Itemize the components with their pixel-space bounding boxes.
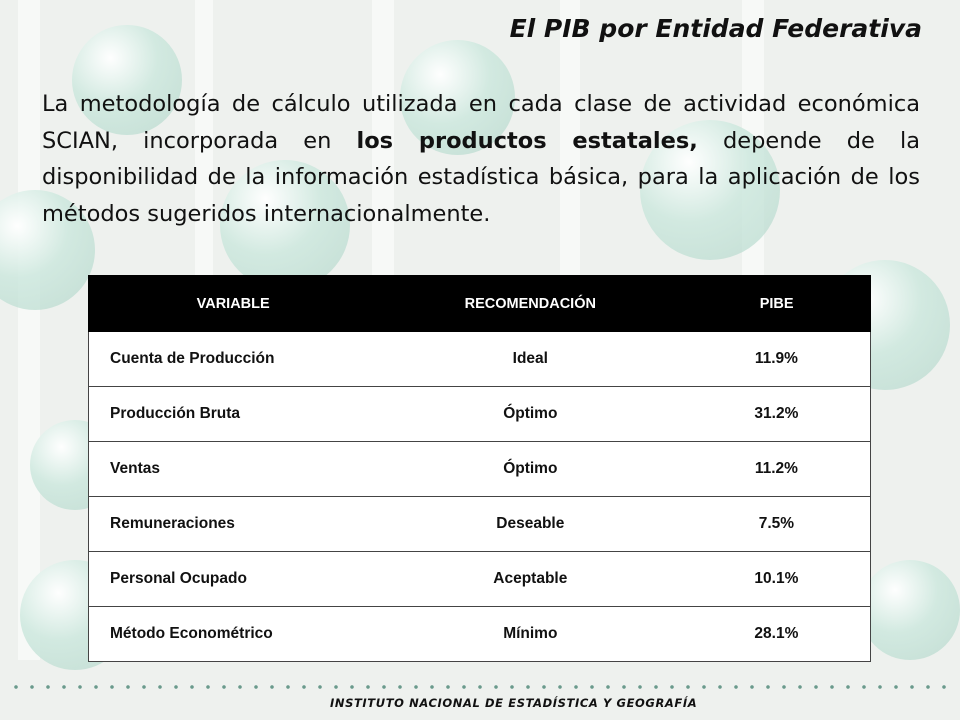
cell-recomendacion: Aceptable <box>377 551 683 607</box>
recommendation-table: VARIABLE RECOMENDACIÓN PIBE Cuenta de Pr… <box>87 275 871 662</box>
paragraph-text-end: depende de la disponibilidad de la infor… <box>42 127 920 227</box>
cell-recomendacion: Mínimo <box>377 606 683 662</box>
cell-variable: Ventas <box>87 441 378 497</box>
page-title: El PIB por Entidad Federativa <box>509 14 922 43</box>
background-bubble <box>220 160 350 290</box>
table-header-row: VARIABLE RECOMENDACIÓN PIBE <box>87 275 871 332</box>
cell-pibe: 31.2% <box>682 386 871 442</box>
cell-variable: Producción Bruta <box>87 386 378 442</box>
table-row: Cuenta de Producción Ideal 11.9% <box>87 331 871 387</box>
header-pibe: PIBE <box>682 275 871 332</box>
cell-variable: Cuenta de Producción <box>87 331 378 387</box>
cell-pibe: 11.9% <box>682 331 871 387</box>
intro-paragraph: La metodología de cálculo utilizada en c… <box>42 86 920 232</box>
background-bubble <box>72 25 182 135</box>
table-row: Método Econométrico Mínimo 28.1% <box>87 606 871 662</box>
table-row: Remuneraciones Deseable 7.5% <box>87 496 871 552</box>
cell-pibe: 10.1% <box>682 551 871 607</box>
cell-recomendacion: Óptimo <box>377 386 683 442</box>
footer-dotted-divider <box>8 684 952 690</box>
background-bubble <box>640 120 780 260</box>
cell-recomendacion: Ideal <box>377 331 683 387</box>
header-recomendacion: RECOMENDACIÓN <box>377 275 684 332</box>
cell-variable: Personal Ocupado <box>87 551 378 607</box>
table-row: Personal Ocupado Aceptable 10.1% <box>87 551 871 607</box>
background-stripe <box>18 0 40 660</box>
paragraph-bold-text: los productos estatales, <box>356 127 698 154</box>
cell-variable: Remuneraciones <box>87 496 378 552</box>
cell-recomendacion: Óptimo <box>377 441 683 497</box>
table-row: Producción Bruta Óptimo 31.2% <box>87 386 871 442</box>
background-bubble <box>0 190 95 310</box>
cell-variable: Método Econométrico <box>87 606 378 662</box>
header-variable: VARIABLE <box>87 275 379 332</box>
background-bubble <box>400 40 515 155</box>
cell-recomendacion: Deseable <box>377 496 683 552</box>
footer-organization: INSTITUTO NACIONAL DE ESTADÍSTICA Y GEOG… <box>330 696 698 710</box>
background-bubble <box>860 560 960 660</box>
paragraph-text: La metodología de cálculo utilizada en c… <box>42 91 920 154</box>
table-row: Ventas Óptimo 11.2% <box>87 441 871 497</box>
cell-pibe: 28.1% <box>682 606 871 662</box>
cell-pibe: 11.2% <box>682 441 871 497</box>
cell-pibe: 7.5% <box>682 496 871 552</box>
